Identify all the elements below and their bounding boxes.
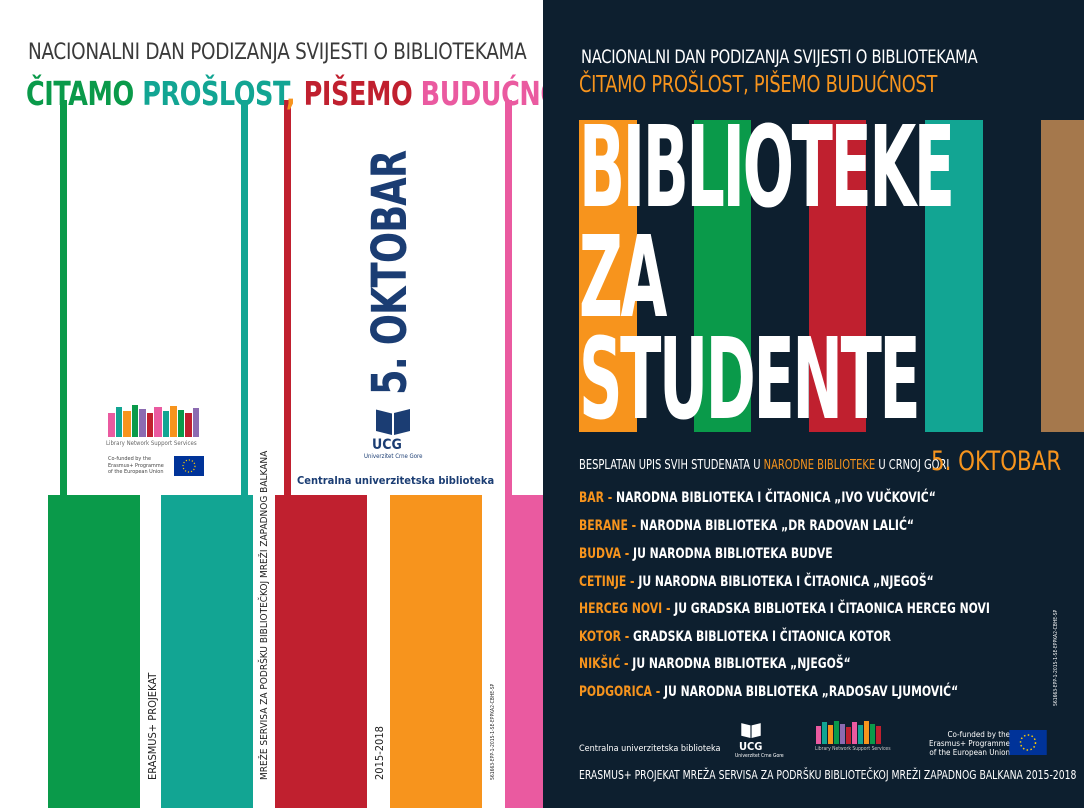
years-vertical: 2015-2018: [373, 726, 386, 780]
footer-ucg-label: UCG: [739, 740, 763, 753]
green-block: [48, 495, 140, 808]
pink-line: [505, 100, 512, 495]
library-city: KOTOR: [579, 629, 622, 645]
footer-project-line: ERASMUS+ PROJEKAT MREŽA SERVISA ZA PODRŠ…: [579, 768, 1077, 782]
bar-green: [694, 120, 751, 432]
library-city: BAR: [579, 490, 604, 506]
library-row-budva: BUDVA - JU NARODNA BIBLIOTEKA BUDVE: [579, 546, 833, 562]
erasmus-vertical: ERASMUS+ PROJEKAT: [146, 672, 159, 780]
red-block: [275, 495, 367, 808]
date-vertical: 5. OKTOBAR: [362, 150, 418, 395]
library-name: Centralna univerzitetska biblioteka: [297, 474, 495, 487]
library-name: JU NARODNA BIBLIOTEKA BUDVE: [633, 546, 833, 562]
left-header-line2: ČITAMO PROŠLOST, PIŠEMO BUDUĆNOST: [26, 74, 543, 113]
right-date: 5. OKTOBAR: [931, 446, 1062, 477]
eu-flag-icon: [174, 456, 204, 476]
ucg-label: UCG: [372, 437, 402, 453]
right-header-line2: ČITAMO PROŠLOST, PIŠEMO BUDUĆNOST: [579, 72, 938, 98]
library-name: JU GRADSKA BIBLIOTEKA I ČITAONICA HERCEG…: [674, 601, 990, 617]
code-vertical: 561663-EPP-1-2015-1-SE-EPPKA2-CBHE-SP: [490, 683, 496, 780]
header-part-pisemo: PIŠEMO: [303, 74, 421, 113]
library-name: NARODNA BIBLIOTEKA I ČITAONICA „IVO VUČK…: [616, 490, 936, 506]
cofunded-line: Erasmus+ Programme: [929, 739, 1011, 749]
bar-orange: [579, 120, 637, 432]
library-row-herceg-novi: HERCEG NOVI - JU GRADSKA BIBLIOTEKA I ČI…: [579, 601, 990, 617]
library-name: JU NARODNA BIBLIOTEKA „RADOSAV LJUMOVIĆ“: [663, 684, 959, 700]
library-name: NARODNA BIBLIOTEKA „DR RADOVAN LALIĆ“: [639, 518, 915, 534]
header-part-comma: ,: [285, 74, 304, 113]
lnss-logo-icon: [108, 405, 199, 437]
library-city: BERANE: [579, 518, 628, 534]
left-header-line1: NACIONALNI DAN PODIZANJA SVIJESTI O BIBL…: [28, 40, 527, 65]
library-city: NIKŠIĆ: [579, 656, 621, 672]
teal-line: [241, 100, 248, 495]
ucg-sub: Univerzitet Crne Gore: [364, 453, 423, 460]
free-enrollment-highlight: NARODNE BIBLIOTEKE: [763, 458, 876, 473]
right-header-line1: NACIONALNI DAN PODIZANJA SVIJESTI O BIBL…: [581, 46, 978, 68]
pink-block: [505, 495, 543, 808]
bar-brown: [1041, 120, 1084, 432]
title-line-2: ZA: [579, 213, 667, 343]
free-enrollment-post: U CRNOJ GORI: [875, 458, 950, 473]
free-enrollment-text: BESPLATAN UPIS SVIH STUDENATA U NARODNE …: [579, 458, 949, 473]
white-strip-1: [140, 495, 161, 808]
library-name: JU NARODNA BIBLIOTEKA „NJEGOŠ“: [632, 656, 851, 672]
left-poster: NACIONALNI DAN PODIZANJA SVIJESTI O BIBL…: [26, 40, 543, 808]
library-row-kotor: KOTOR - GRADSKA BIBLIOTEKA I ČITAONICA K…: [579, 629, 892, 645]
library-row-berane: BERANE - NARODNA BIBLIOTEKA „DR RADOVAN …: [579, 518, 915, 534]
bar-red: [809, 120, 866, 432]
footer-ucg-sub: Univerzitet Crne Gore: [735, 753, 784, 759]
white-strip-3: [367, 495, 390, 808]
footer-eu-flag-icon: [1009, 730, 1047, 755]
footer-library-name: Centralna univerzitetska biblioteka: [579, 744, 721, 754]
cofunded-line: of the European Union: [929, 748, 1011, 758]
library-row-podgorica: PODGORICA - JU NARODNA BIBLIOTEKA „RADOS…: [579, 684, 959, 700]
library-row-bar: BAR - NARODNA BIBLIOTEKA I ČITAONICA „IV…: [579, 490, 936, 506]
title-line-1: BIBLIOTEKE: [579, 103, 955, 233]
library-city: BUDVA: [579, 546, 622, 562]
bar-teal: [925, 120, 983, 432]
cofunded-text: Co-funded by the Erasmus+ Programme of t…: [108, 456, 164, 476]
library-row-niksic: NIKŠIĆ - JU NARODNA BIBLIOTEKA „NJEGOŠ“: [579, 656, 851, 672]
title-line-3: STUDENTE: [579, 315, 921, 445]
footer-lnss-logo-icon: [816, 721, 881, 744]
library-name: JU NARODNA BIBLIOTEKA I ČITAONICA „NJEGO…: [638, 574, 934, 590]
footer-tiny-code: 561663-EPP-1-2015-1-SE-EPPKA2-CBHE-SP: [1053, 609, 1059, 706]
library-city: PODGORICA: [579, 684, 652, 700]
green-line: [60, 100, 67, 495]
red-line: [284, 100, 291, 495]
white-strip-2: [253, 495, 275, 808]
free-enrollment-pre: BESPLATAN UPIS SVIH STUDENATA U: [579, 458, 764, 473]
library-city: HERCEG NOVI: [579, 601, 663, 617]
teal-block: [161, 495, 253, 808]
library-row-cetinje: CETINJE - JU NARODNA BIBLIOTEKA I ČITAON…: [579, 574, 934, 590]
ucg-book-icon: [375, 408, 410, 435]
header-part-buducnost: BUDUĆNOST: [420, 74, 543, 113]
orange-block: [390, 495, 482, 808]
white-strip-4: [482, 495, 505, 808]
right-poster: NACIONALNI DAN PODIZANJA SVIJESTI O BIBL…: [543, 0, 1084, 808]
footer-ucg-book-icon: [741, 723, 761, 738]
mreze-vertical: MREŽE SERVISA ZA PODRŠKU BIBLIOTEČKOJ MR…: [259, 450, 270, 780]
lnss-label: Library Network Support Services: [106, 440, 197, 447]
header-part-proslost: PROŠLOST: [142, 74, 286, 113]
header-part-citamo: ČITAMO: [26, 74, 143, 113]
library-city: CETINJE: [579, 574, 627, 590]
cofunded-line: Co-funded by the: [947, 730, 1011, 739]
library-name: GRADSKA BIBLIOTEKA I ČITAONICA KOTOR: [633, 629, 892, 645]
footer-cofunded: Co-funded by the Erasmus+ Programme of t…: [929, 730, 1010, 758]
footer-lnss-label: Library Network Support Services: [815, 746, 891, 752]
